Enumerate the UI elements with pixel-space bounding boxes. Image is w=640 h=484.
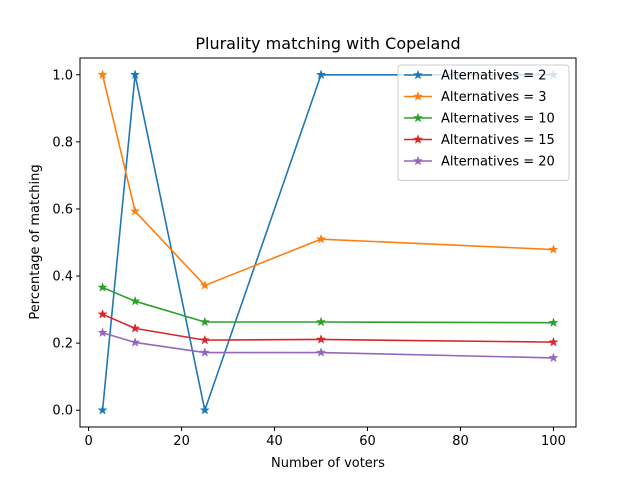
legend-marker: [412, 69, 424, 80]
data-point: [97, 404, 108, 415]
legend-label: Alternatives = 2: [441, 69, 547, 84]
x-tick-label: 80: [452, 434, 469, 449]
y-tick-label: 0.2: [52, 337, 73, 352]
data-point: [97, 282, 108, 292]
data-point: [97, 308, 108, 319]
legend-marker: [412, 155, 424, 166]
y-axis-label: Percentage of matching: [28, 164, 43, 319]
data-point: [199, 347, 210, 357]
axes-frame: [79, 57, 577, 428]
x-tick-label: 40: [266, 434, 283, 449]
data-point: [548, 317, 559, 328]
data-point: [548, 244, 559, 254]
series-4: [97, 327, 559, 363]
series-line: [102, 313, 554, 343]
legend: Alternatives = 2 Alternatives = 3 Alternat…: [397, 64, 570, 181]
legend-marker: [412, 91, 424, 101]
x-axis-ticks: 0 20 40 60 80 100: [84, 427, 566, 449]
data-point: [315, 347, 327, 357]
legend-item: Alternatives = 10: [404, 112, 555, 127]
chart-title: Plurality matching with Copeland: [195, 34, 460, 53]
legend-marker: [412, 112, 424, 123]
legend-item: Alternatives = 20: [404, 155, 555, 170]
x-tick-label: 20: [173, 434, 190, 449]
legend-box: [397, 64, 570, 181]
data-point: [199, 280, 210, 290]
legend-label: Alternatives = 20: [441, 155, 555, 170]
data-point: [129, 323, 141, 333]
y-axis-ticks: 0.0 0.2 0.4 0.6 0.8 1.0: [52, 68, 80, 419]
legend-item: Alternatives = 15: [404, 133, 555, 148]
y-tick-label: 1.0: [52, 68, 73, 83]
x-tick-label: 100: [541, 434, 566, 449]
series-line: [102, 331, 554, 359]
data-point: [97, 69, 108, 80]
data-point: [97, 327, 108, 338]
data-point: [129, 69, 141, 80]
y-tick-label: 0.6: [52, 202, 73, 217]
series-3: [97, 308, 559, 347]
x-tick-label: 0: [84, 434, 92, 449]
data-point: [129, 205, 141, 216]
y-tick-label: 0.0: [52, 404, 73, 419]
legend-marker: [412, 134, 424, 144]
legend-label: Alternatives = 15: [441, 133, 555, 148]
legend-label: Alternatives = 3: [441, 90, 547, 105]
data-point: [199, 404, 210, 415]
y-tick-label: 0.4: [52, 270, 73, 285]
legend-item: Alternatives = 3: [404, 90, 547, 105]
legend-item: Alternatives = 2: [404, 69, 547, 84]
series-2: [97, 282, 559, 328]
data-point: [315, 334, 327, 344]
data-point: [315, 69, 327, 80]
x-tick-label: 60: [359, 434, 376, 449]
data-point: [315, 316, 327, 327]
data-point: [548, 336, 559, 347]
x-axis-label: Number of voters: [271, 456, 385, 471]
series-line: [102, 286, 554, 324]
legend-label: Alternatives = 10: [441, 112, 555, 127]
data-point: [199, 316, 210, 327]
data-point: [199, 334, 210, 345]
data-point: [129, 337, 141, 347]
data-point: [129, 295, 141, 306]
data-point: [315, 233, 327, 244]
series-1: [97, 69, 559, 290]
data-point: [548, 352, 559, 363]
y-tick-label: 0.8: [52, 135, 73, 150]
